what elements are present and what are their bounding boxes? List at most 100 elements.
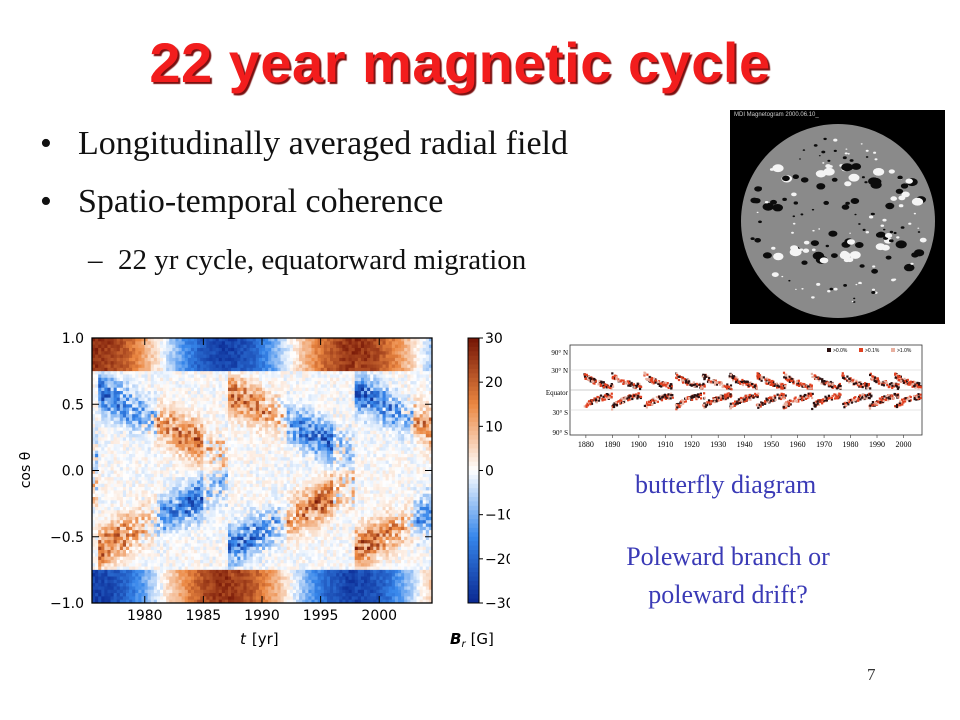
- heatmap-cell: [206, 453, 210, 458]
- heatmap-cell: [150, 579, 155, 584]
- heatmap-cell: [221, 453, 226, 458]
- heatmap-cell: [212, 344, 217, 349]
- heatmap-cell: [218, 523, 223, 528]
- heatmap-cell: [92, 513, 96, 518]
- heatmap-cell: [119, 427, 124, 432]
- heatmap-cell: [178, 414, 183, 418]
- heatmap-cell: [243, 341, 247, 346]
- heatmap-cell: [224, 394, 229, 399]
- heatmap-cell: [153, 444, 158, 448]
- heatmap-cell: [203, 437, 207, 442]
- heatmap-cell: [218, 586, 223, 591]
- heatmap-cell: [243, 361, 247, 365]
- bullet-item: Spatio-temporal coherence: [40, 182, 568, 222]
- heatmap-cell: [262, 387, 266, 392]
- heatmap-cell: [252, 364, 257, 369]
- heatmap-cell: [262, 341, 266, 346]
- heatmap-cell: [129, 391, 133, 395]
- heatmap-cell: [228, 394, 232, 399]
- heatmap-cell: [132, 480, 136, 485]
- heatmap-cell: [206, 589, 210, 594]
- sunspot: [862, 228, 866, 231]
- sunspot: [852, 301, 856, 303]
- heatmap-cell: [249, 566, 254, 571]
- heatmap-cell: [95, 434, 99, 438]
- heatmap-cell: [274, 500, 278, 505]
- heatmap-cell: [228, 344, 232, 349]
- heatmap-cell: [119, 394, 124, 399]
- heatmap-cell: [234, 513, 238, 518]
- heatmap-cell: [153, 520, 158, 524]
- heatmap-cell: [200, 404, 204, 408]
- heatmap-cell: [234, 470, 238, 475]
- heatmap-cell: [274, 563, 278, 567]
- heatmap-cell: [160, 530, 164, 534]
- heatmap-cell: [271, 341, 275, 346]
- heatmap-cell: [181, 450, 186, 455]
- heatmap-cell: [200, 483, 204, 488]
- heatmap-cell: [249, 536, 254, 541]
- heatmap-cell: [92, 550, 96, 554]
- heatmap-cell: [98, 506, 102, 511]
- heatmap-cell: [243, 437, 247, 442]
- heatmap-cell: [277, 374, 281, 379]
- heatmap-cell: [150, 513, 155, 518]
- heatmap-cell: [166, 437, 170, 442]
- heatmap-cell: [107, 480, 111, 485]
- heatmap-cell: [215, 553, 220, 558]
- heatmap-cell: [258, 506, 263, 511]
- heatmap-cell: [200, 543, 204, 548]
- heatmap-cell: [169, 400, 173, 405]
- heatmap-cell: [255, 477, 260, 481]
- heatmap-cell: [240, 596, 244, 601]
- heatmap-cell: [166, 510, 170, 514]
- heatmap-cell: [126, 553, 130, 558]
- heatmap-cell: [258, 344, 263, 349]
- heatmap-cell: [129, 387, 133, 392]
- heatmap-cell: [237, 536, 241, 541]
- heatmap-cell: [110, 463, 115, 468]
- heatmap-cell: [107, 347, 111, 352]
- heatmap-cell: [187, 523, 192, 528]
- heatmap-cell: [252, 371, 257, 375]
- heatmap-cell: [246, 550, 251, 554]
- heatmap-cell: [218, 424, 223, 428]
- heatmap-cell: [107, 589, 111, 594]
- heatmap-cell: [160, 579, 164, 584]
- heatmap-cell: [172, 470, 176, 475]
- heatmap-cell: [258, 543, 263, 548]
- heatmap-cell: [116, 493, 121, 498]
- heatmap-cell: [95, 427, 99, 432]
- heatmap-cell: [169, 526, 173, 531]
- heatmap-cell: [224, 364, 229, 369]
- heatmap-cell: [101, 460, 105, 465]
- heatmap-cell: [234, 364, 238, 369]
- heatmap-cell: [163, 407, 167, 412]
- heatmap-cell: [126, 546, 130, 551]
- heatmap-cell: [237, 526, 241, 531]
- heatmap-cell: [129, 417, 133, 422]
- heatmap-cell: [95, 371, 99, 375]
- heatmap-cell: [268, 589, 272, 594]
- heatmap-cell: [132, 540, 136, 544]
- heatmap-cell: [215, 477, 220, 481]
- heatmap-cell: [156, 516, 161, 521]
- heatmap-cell: [246, 341, 251, 346]
- heatmap-cell: [119, 430, 124, 435]
- heatmap-cell: [271, 407, 275, 412]
- heatmap-cell: [237, 453, 241, 458]
- heatmap-cell: [95, 347, 99, 352]
- heatmap-cell: [194, 589, 198, 594]
- heatmap-cell: [153, 338, 158, 342]
- heatmap-cell: [197, 516, 201, 521]
- heatmap-cell: [252, 473, 257, 478]
- heatmap-cell: [234, 589, 238, 594]
- heatmap-cell: [119, 444, 124, 448]
- heatmap-cell: [252, 357, 257, 362]
- heatmap-cell: [237, 506, 241, 511]
- heatmap-cell: [156, 447, 161, 452]
- heatmap-cell: [237, 516, 241, 521]
- heatmap-cell: [178, 447, 183, 452]
- sunspot: [823, 167, 835, 176]
- heatmap-cell: [237, 503, 241, 508]
